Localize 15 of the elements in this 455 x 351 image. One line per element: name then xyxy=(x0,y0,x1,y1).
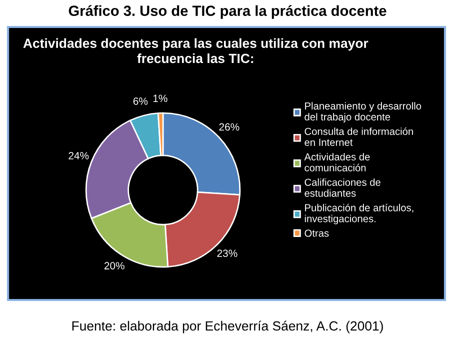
data-label: 23% xyxy=(217,250,238,257)
legend-label: Otras xyxy=(304,230,329,237)
legend-label: Planeamiento y desarrollo del trabajo docente xyxy=(304,102,422,122)
data-label: 6% xyxy=(133,98,148,105)
data-label: 20% xyxy=(104,262,124,270)
source-note: Fuente: elaborada por Echeverría Sáenz, A.C. (2001) xyxy=(72,320,383,334)
chart-subtitle: Actividades docentes para las cuales utiliza con mayor frecuencia las TIC: xyxy=(23,38,368,64)
chart-title: Gráfico 3. Uso de TIC para la práctica docente xyxy=(68,5,386,19)
legend-label: Consulta de información en Internet xyxy=(304,127,413,146)
data-label: 26% xyxy=(219,123,240,131)
legend-label: Actividades de comunicación xyxy=(304,153,370,172)
legend-label: Publicación de artículos, investigaciones. xyxy=(304,204,414,224)
data-label: 1% xyxy=(153,94,168,102)
legend-label: Calificaciones de estudiantes xyxy=(304,178,380,197)
data-label: 24% xyxy=(68,152,89,160)
